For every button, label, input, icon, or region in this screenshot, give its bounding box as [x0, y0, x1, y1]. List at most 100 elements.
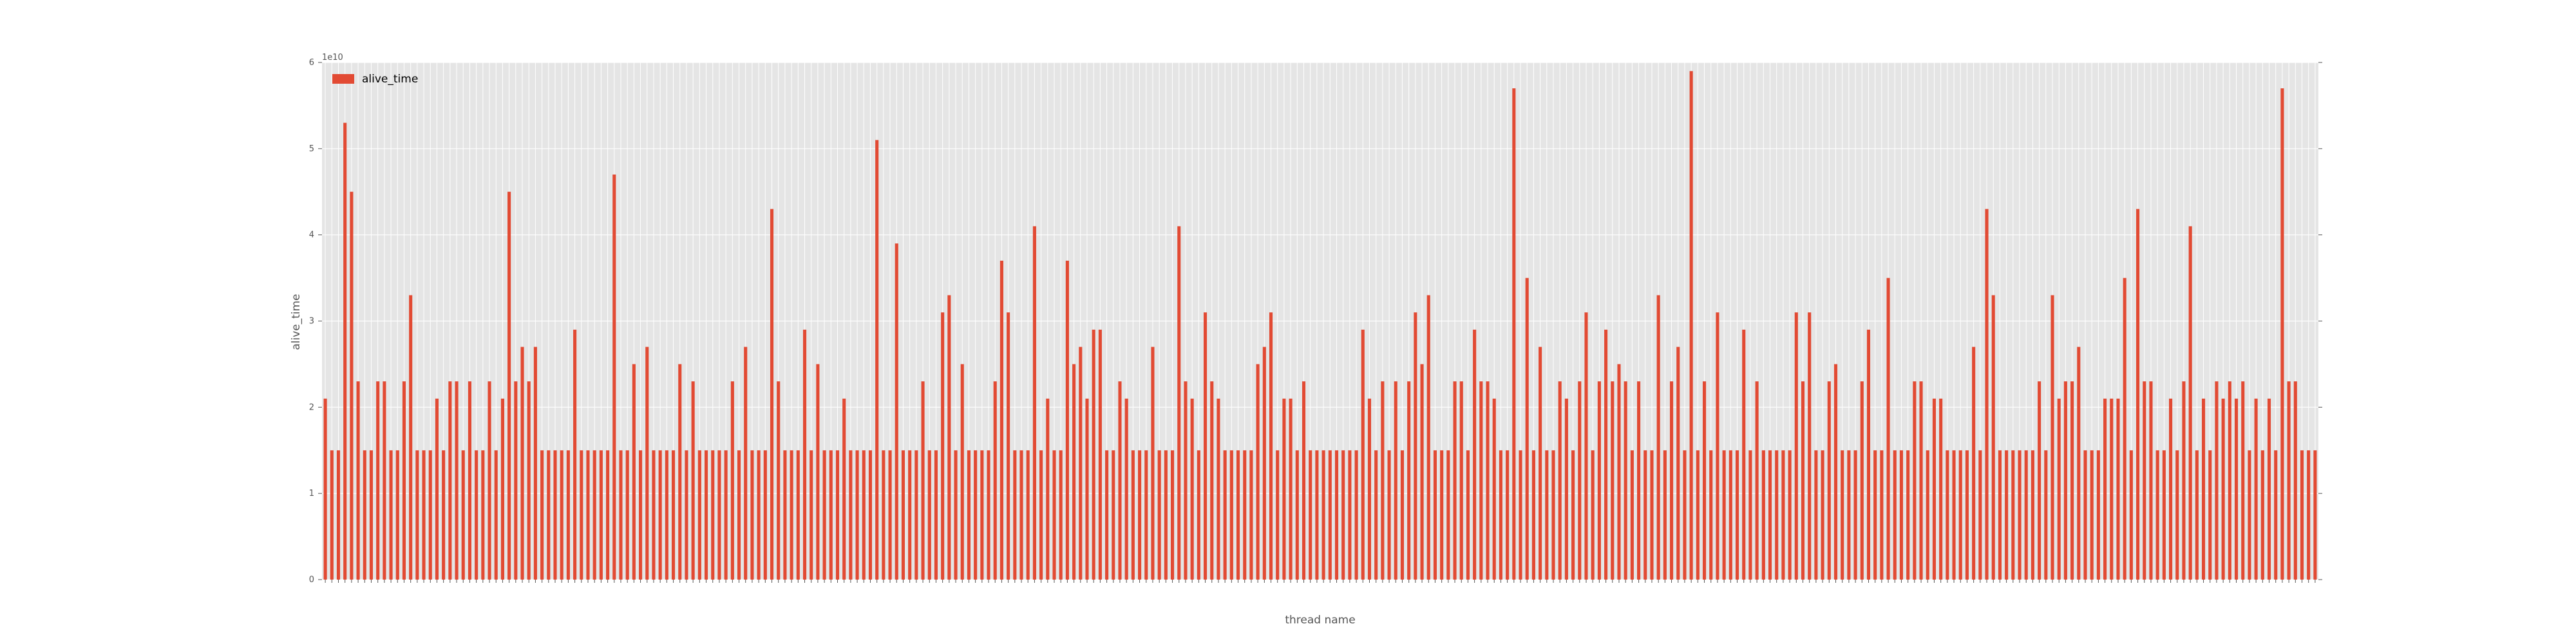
- y-axis-label: alive_time: [290, 294, 303, 350]
- bar: [1821, 450, 1824, 580]
- bar: [1105, 450, 1109, 580]
- bar: [323, 398, 327, 580]
- bar: [901, 450, 905, 580]
- bar: [1013, 450, 1017, 580]
- bar: [1880, 450, 1884, 580]
- bar: [914, 450, 918, 580]
- bar: [1709, 450, 1713, 580]
- bar: [1256, 364, 1260, 580]
- bar: [1177, 226, 1181, 580]
- bar: [1788, 450, 1792, 580]
- bar: [2300, 450, 2304, 580]
- bar: [1321, 450, 1325, 580]
- bar: [1276, 450, 1280, 580]
- bar: [1525, 278, 1529, 580]
- bar: [2096, 450, 2100, 580]
- bar: [415, 450, 419, 580]
- bar: [2149, 381, 2153, 580]
- bar: [1367, 398, 1372, 580]
- bar: [1046, 398, 1050, 580]
- bar: [967, 450, 971, 580]
- bar: [1827, 381, 1831, 580]
- bar: [1184, 381, 1188, 580]
- bar: [1243, 450, 1247, 580]
- bar: [1197, 450, 1200, 580]
- bar: [835, 450, 840, 580]
- bar: [658, 450, 662, 580]
- bar: [1157, 450, 1161, 580]
- bar: [1847, 450, 1851, 580]
- bar: [1295, 450, 1299, 580]
- bar: [941, 312, 945, 580]
- bar: [1059, 450, 1063, 580]
- bar: [599, 450, 603, 580]
- bar: [1841, 450, 1844, 580]
- bar: [2143, 381, 2146, 580]
- bar: [1689, 71, 1693, 580]
- bar: [1328, 450, 1332, 580]
- bar: [330, 450, 334, 580]
- bar: [1591, 450, 1595, 580]
- bar: [1932, 398, 1937, 580]
- bar: [810, 450, 813, 580]
- bar: [822, 450, 826, 580]
- bar: [1092, 329, 1095, 580]
- bar: [2260, 450, 2264, 580]
- bar: [1519, 450, 1522, 580]
- bar: [507, 191, 511, 580]
- bar: [442, 450, 446, 580]
- bar: [586, 450, 590, 580]
- bar: [1926, 450, 1929, 580]
- bar: [1486, 381, 1490, 580]
- bar: [1269, 312, 1273, 580]
- bar: [1794, 312, 1798, 580]
- bar: [1564, 398, 1568, 580]
- bar: [816, 364, 820, 580]
- bar: [1873, 450, 1877, 580]
- y-tick-label: 4: [309, 231, 314, 240]
- bar: [1833, 364, 1838, 580]
- bar: [1032, 226, 1036, 580]
- bar: [672, 450, 676, 580]
- bar: [369, 450, 374, 580]
- bar: [402, 381, 406, 580]
- bar: [790, 450, 793, 580]
- bar: [2123, 278, 2126, 580]
- bar: [1072, 364, 1076, 580]
- bar: [1374, 450, 1378, 580]
- bar: [566, 450, 570, 580]
- bar: [2215, 381, 2219, 580]
- bar: [2182, 381, 2186, 580]
- bar: [1637, 381, 1641, 580]
- bar: [757, 450, 761, 580]
- bar: [1459, 381, 1463, 580]
- bar: [1584, 312, 1588, 580]
- bar: [455, 381, 459, 580]
- bar: [2162, 450, 2166, 580]
- bar: [882, 450, 886, 580]
- bar: [1124, 398, 1128, 580]
- bar: [2267, 398, 2271, 580]
- bar: [428, 450, 432, 580]
- bar: [1650, 450, 1654, 580]
- bar: [639, 450, 643, 580]
- bar: [1853, 450, 1857, 580]
- bar: [1571, 450, 1575, 580]
- bar: [1998, 450, 2002, 580]
- bar: [770, 209, 774, 580]
- bar: [1781, 450, 1785, 580]
- bar: [1354, 450, 1358, 580]
- bar: [2057, 398, 2061, 580]
- bar: [2280, 88, 2284, 580]
- bar: [1965, 450, 1969, 580]
- bar: [1348, 450, 1352, 580]
- bar: [514, 381, 518, 580]
- bar: [1808, 312, 1812, 580]
- bar: [1978, 450, 1982, 580]
- bar: [652, 450, 656, 580]
- bar: [1381, 381, 1385, 580]
- bar: [868, 450, 873, 580]
- bar: [1118, 381, 1122, 580]
- bar: [1630, 450, 1634, 580]
- bar: [1085, 398, 1089, 580]
